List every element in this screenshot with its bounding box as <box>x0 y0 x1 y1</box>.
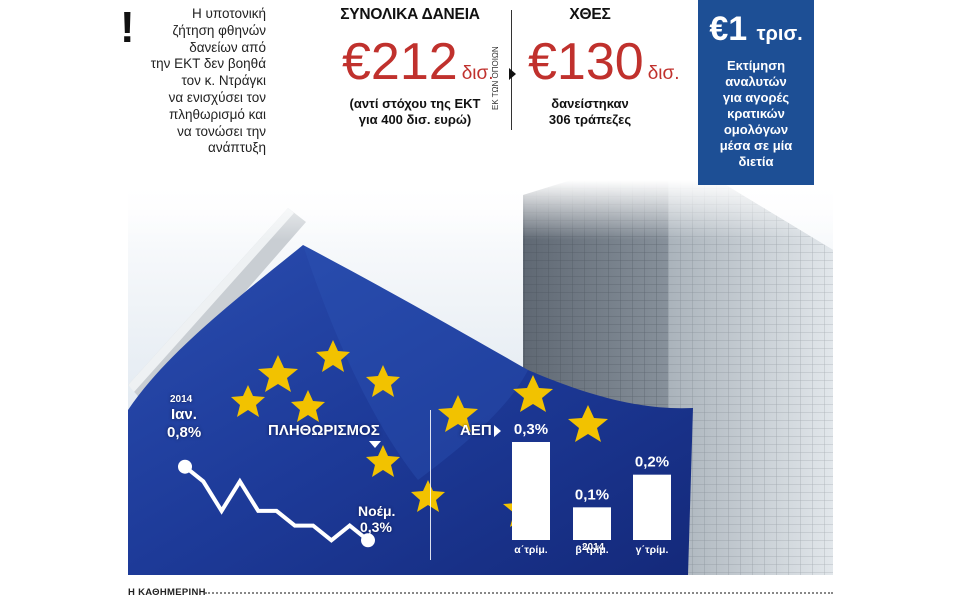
bond-line: μέσα σε μία <box>719 138 793 153</box>
inflation-end-value: 0,3% <box>360 519 392 535</box>
gdp-category-label: α΄τρίμ. <box>514 544 547 556</box>
loans-subtitle: (αντί στόχου της ΕΚΤ για 400 δισ. ευρώ) <box>340 96 490 128</box>
bond-amount: €1 τρισ. <box>698 12 814 46</box>
inflation-point <box>178 459 192 474</box>
inflation-point <box>361 533 375 548</box>
bond-line: ομολόγων <box>723 122 789 137</box>
note-line: δανείων από <box>189 39 266 55</box>
yesterday-amount-value: €130 <box>528 33 644 91</box>
gdp-value-label: 0,2% <box>635 454 669 471</box>
loans-heading: ΣΥΝΟΛΙΚΑ ΔΑΝΕΙΑ <box>340 6 480 23</box>
triangle-right-icon <box>494 425 501 437</box>
triangle-down-icon <box>369 441 381 448</box>
gdp-bar <box>633 474 671 540</box>
inflation-start-year: 2014 <box>170 394 193 405</box>
gdp-bar <box>512 442 550 540</box>
bond-amount-unit: τρισ. <box>756 23 803 45</box>
gdp-value-label: 0,3% <box>514 421 548 438</box>
yesterday-sub-line: δανείστηκαν <box>551 96 629 111</box>
note-line: ανάπτυξη <box>208 140 266 156</box>
intro-note: Η υποτονική ζήτηση φθηνών δανείων από τη… <box>148 6 266 157</box>
yesterday-subtitle: δανείστηκαν 306 τράπεζες <box>530 96 650 128</box>
inflation-end-month: Νοέμ. <box>358 503 396 519</box>
loans-amount-value: €212 <box>342 33 458 91</box>
gdp-bar <box>573 507 611 540</box>
bond-line: Εκτίμηση <box>726 58 786 73</box>
note-line: να τονώσει την <box>177 123 266 139</box>
brand-logo-text: Η ΚΑΘΗΜΕΡΙΝΗ <box>128 587 206 598</box>
arrow-right-icon <box>509 68 516 80</box>
gdp-category-label: γ΄τρίμ. <box>636 544 669 556</box>
yesterday-heading: ΧΘΕΣ <box>569 6 611 23</box>
footer-dotted-rule <box>205 592 833 594</box>
gdp-year: 2014 <box>582 542 605 553</box>
gdp-category-label: β΄τρίμ. <box>575 544 608 556</box>
yesterday-amount-unit: δισ. <box>647 63 680 84</box>
gdp-value-label: 0,1% <box>575 486 609 503</box>
loans-sub-line: για 400 δισ. ευρώ) <box>358 112 472 127</box>
loans-amount: €212 δισ. <box>342 36 494 88</box>
note-line: Η υποτονική <box>192 6 266 21</box>
inflation-start-month: Ιαν. <box>171 406 197 423</box>
gdp-title: ΑΕΠ <box>460 422 492 439</box>
inflation-line <box>183 465 370 543</box>
bond-purchase-box: €1 τρισ. Εκτίμηση αναλυτών για αγορές κρ… <box>698 0 814 185</box>
note-line: να ενισχύσει τον <box>168 89 266 105</box>
bond-line: κρατικών <box>727 106 785 121</box>
bond-line: διετία <box>738 154 774 169</box>
note-line: πληθωρισμό και <box>168 106 266 122</box>
note-line: την ΕΚΤ δεν βοηθά <box>150 56 266 72</box>
yesterday-sub-line: 306 τράπεζες <box>548 112 632 127</box>
inflation-title: ΠΛΗΘΩΡΙΣΜΟΣ <box>268 422 380 439</box>
note-line: τον κ. Ντράγκι <box>181 73 266 89</box>
chart-divider <box>430 410 431 560</box>
bond-description: Εκτίμηση αναλυτών για αγορές κρατικών ομ… <box>698 58 814 170</box>
inflation-start-value: 0,8% <box>167 424 202 441</box>
bond-line: για αγορές <box>722 90 790 105</box>
bond-line: αναλυτών <box>725 74 787 89</box>
exclamation-icon: ! <box>120 3 135 52</box>
yesterday-amount: €130 δισ. <box>528 36 680 88</box>
note-line: ζήτηση φθηνών <box>172 22 266 38</box>
bond-amount-value: €1 <box>709 10 748 48</box>
loans-amount-unit: δισ. <box>461 63 494 84</box>
loans-sub-line: (αντί στόχου της ΕΚΤ <box>349 96 481 111</box>
